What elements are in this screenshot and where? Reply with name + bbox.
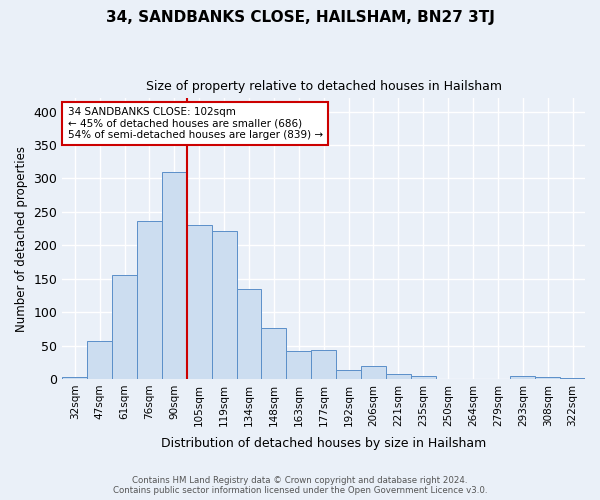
Bar xyxy=(511,376,535,379)
Text: 34 SANDBANKS CLOSE: 102sqm
← 45% of detached houses are smaller (686)
54% of sem: 34 SANDBANKS CLOSE: 102sqm ← 45% of deta… xyxy=(68,107,323,140)
Bar xyxy=(162,172,187,379)
Bar xyxy=(262,328,286,379)
Bar xyxy=(386,374,411,379)
Title: Size of property relative to detached houses in Hailsham: Size of property relative to detached ho… xyxy=(146,80,502,93)
Bar xyxy=(112,274,137,379)
Bar xyxy=(87,341,112,379)
Bar xyxy=(236,288,262,379)
Bar xyxy=(286,351,311,379)
Bar xyxy=(212,230,236,379)
Text: Contains HM Land Registry data © Crown copyright and database right 2024.
Contai: Contains HM Land Registry data © Crown c… xyxy=(113,476,487,495)
Bar xyxy=(336,370,361,379)
Bar xyxy=(535,377,560,379)
Bar xyxy=(560,378,585,379)
Bar xyxy=(311,350,336,379)
Text: 34, SANDBANKS CLOSE, HAILSHAM, BN27 3TJ: 34, SANDBANKS CLOSE, HAILSHAM, BN27 3TJ xyxy=(106,10,494,25)
Bar xyxy=(62,377,87,379)
Bar xyxy=(411,376,436,379)
Y-axis label: Number of detached properties: Number of detached properties xyxy=(15,146,28,332)
Bar xyxy=(187,226,212,379)
Bar xyxy=(361,366,386,379)
X-axis label: Distribution of detached houses by size in Hailsham: Distribution of detached houses by size … xyxy=(161,437,486,450)
Bar xyxy=(137,221,162,379)
